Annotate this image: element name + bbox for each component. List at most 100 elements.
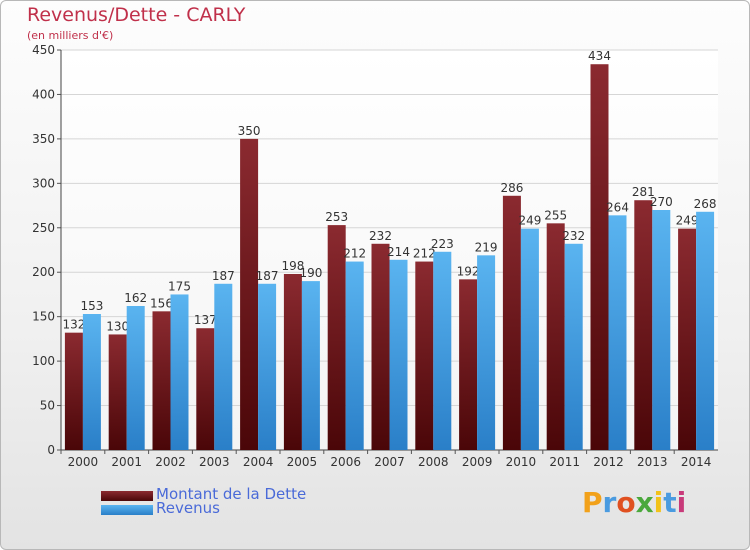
legend-label-revenus: Revenus — [156, 499, 220, 517]
x-tick-label: 2003 — [199, 455, 230, 469]
legend-label-debt: Montant de la Dette — [156, 485, 307, 503]
bar-revenus — [696, 211, 715, 450]
logo-letter: t — [663, 486, 677, 519]
bar-revenus — [214, 283, 233, 450]
data-label-debt: 286 — [500, 181, 523, 195]
bar-revenus — [433, 251, 452, 450]
x-tick-label: 2008 — [418, 455, 449, 469]
logo-letter: P — [582, 486, 603, 519]
data-label-debt: 137 — [194, 313, 217, 327]
bar-revenus — [520, 228, 539, 450]
x-tick-label: 2004 — [243, 455, 274, 469]
bar-revenus — [389, 259, 408, 450]
x-tick-label: 2000 — [68, 455, 99, 469]
data-label-revenus: 232 — [562, 229, 585, 243]
data-label-revenus: 187 — [256, 269, 279, 283]
data-label-debt: 255 — [544, 208, 567, 222]
bar-debt — [108, 334, 127, 450]
bar-debt — [327, 225, 346, 450]
bar-revenus — [608, 215, 627, 450]
data-label-revenus: 190 — [299, 266, 322, 280]
data-label-revenus: 162 — [124, 291, 147, 305]
data-label-revenus: 214 — [387, 245, 410, 259]
proxiti-logo: Proxiti — [582, 486, 686, 519]
y-tick-label: 50 — [40, 399, 55, 413]
data-label-revenus: 212 — [343, 247, 366, 261]
logo-letter: r — [602, 486, 617, 519]
bar-debt — [634, 200, 653, 450]
x-tick-label: 2013 — [637, 455, 668, 469]
bar-revenus — [301, 281, 320, 450]
bar-revenus — [652, 210, 671, 450]
y-tick-label: 250 — [32, 221, 55, 235]
x-tick-label: 2010 — [506, 455, 537, 469]
bar-debt — [590, 64, 609, 450]
bar-debt — [196, 328, 215, 450]
bar-debt — [546, 223, 565, 450]
data-label-revenus: 175 — [168, 279, 191, 293]
legend-swatch-revenus — [101, 505, 153, 515]
y-tick-label: 350 — [32, 132, 55, 146]
logo-letter: o — [616, 486, 636, 519]
data-label-debt: 156 — [150, 296, 173, 310]
data-label-revenus: 219 — [475, 240, 498, 254]
bar-revenus — [258, 283, 277, 450]
x-tick-label: 2014 — [681, 455, 712, 469]
legend-swatch-debt — [101, 491, 153, 501]
data-label-debt: 192 — [457, 264, 480, 278]
bar-debt — [502, 195, 521, 450]
data-label-revenus: 270 — [650, 195, 673, 209]
data-label-debt: 132 — [62, 318, 85, 332]
x-tick-label: 2005 — [287, 455, 318, 469]
x-tick-label: 2012 — [593, 455, 624, 469]
bar-revenus — [477, 255, 496, 450]
logo-letter: x — [635, 486, 654, 519]
data-label-debt: 130 — [106, 319, 129, 333]
logo-letter: i — [676, 486, 687, 519]
y-tick-label: 0 — [47, 443, 55, 457]
x-tick-label: 2007 — [374, 455, 405, 469]
bar-debt — [415, 261, 434, 450]
x-tick-label: 2001 — [111, 455, 142, 469]
data-label-revenus: 249 — [518, 214, 541, 228]
bar-revenus — [82, 314, 101, 450]
data-label-debt: 281 — [632, 185, 655, 199]
bar-debt — [240, 138, 259, 450]
y-tick-label: 300 — [32, 176, 55, 190]
data-label-revenus: 264 — [606, 200, 629, 214]
y-tick-label: 450 — [32, 43, 55, 57]
chart-subtitle: (en milliers d'€) — [27, 29, 114, 42]
data-label-revenus: 187 — [212, 269, 235, 283]
bar-debt — [371, 243, 390, 450]
y-tick-label: 200 — [32, 265, 55, 279]
data-label-debt: 253 — [325, 210, 348, 224]
data-label-debt: 232 — [369, 229, 392, 243]
bar-debt — [459, 279, 478, 450]
bar-revenus — [126, 306, 145, 450]
y-tick-label: 150 — [32, 310, 55, 324]
bar-debt — [64, 332, 83, 450]
x-tick-label: 2006 — [330, 455, 361, 469]
y-tick-label: 400 — [32, 87, 55, 101]
chart-title: Revenus/Dette - CARLY — [27, 4, 246, 26]
bar-revenus — [345, 261, 364, 450]
y-tick-label: 100 — [32, 354, 55, 368]
data-label-debt: 350 — [238, 124, 261, 138]
bar-revenus — [564, 243, 583, 450]
data-label-revenus: 153 — [80, 299, 103, 313]
x-tick-label: 2002 — [155, 455, 186, 469]
logo-letter: i — [653, 486, 664, 519]
bar-debt — [152, 311, 171, 450]
data-label-revenus: 223 — [431, 237, 454, 251]
x-tick-label: 2009 — [462, 455, 493, 469]
data-label-debt: 212 — [413, 247, 436, 261]
data-label-revenus: 268 — [694, 197, 717, 211]
bar-revenus — [170, 294, 189, 450]
plot-area: 0 50 100 150 200 250 300 350 400 450 2000 132 153 200… — [32, 43, 718, 469]
x-tick-label: 2011 — [549, 455, 580, 469]
data-label-debt: 198 — [281, 259, 304, 273]
bar-debt — [283, 274, 302, 450]
data-label-debt: 434 — [588, 49, 611, 63]
data-label-debt: 249 — [676, 214, 699, 228]
